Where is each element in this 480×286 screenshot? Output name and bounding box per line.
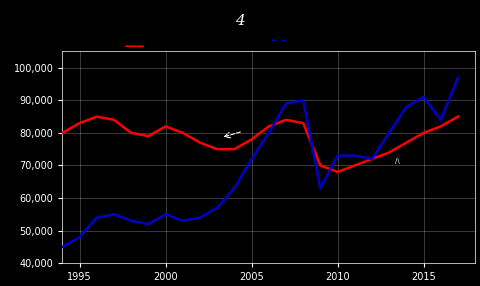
Text: ___: ___ xyxy=(125,33,144,47)
Text: /\: /\ xyxy=(396,158,400,164)
Text: - -: - - xyxy=(271,33,286,47)
Text: 4: 4 xyxy=(235,14,245,28)
